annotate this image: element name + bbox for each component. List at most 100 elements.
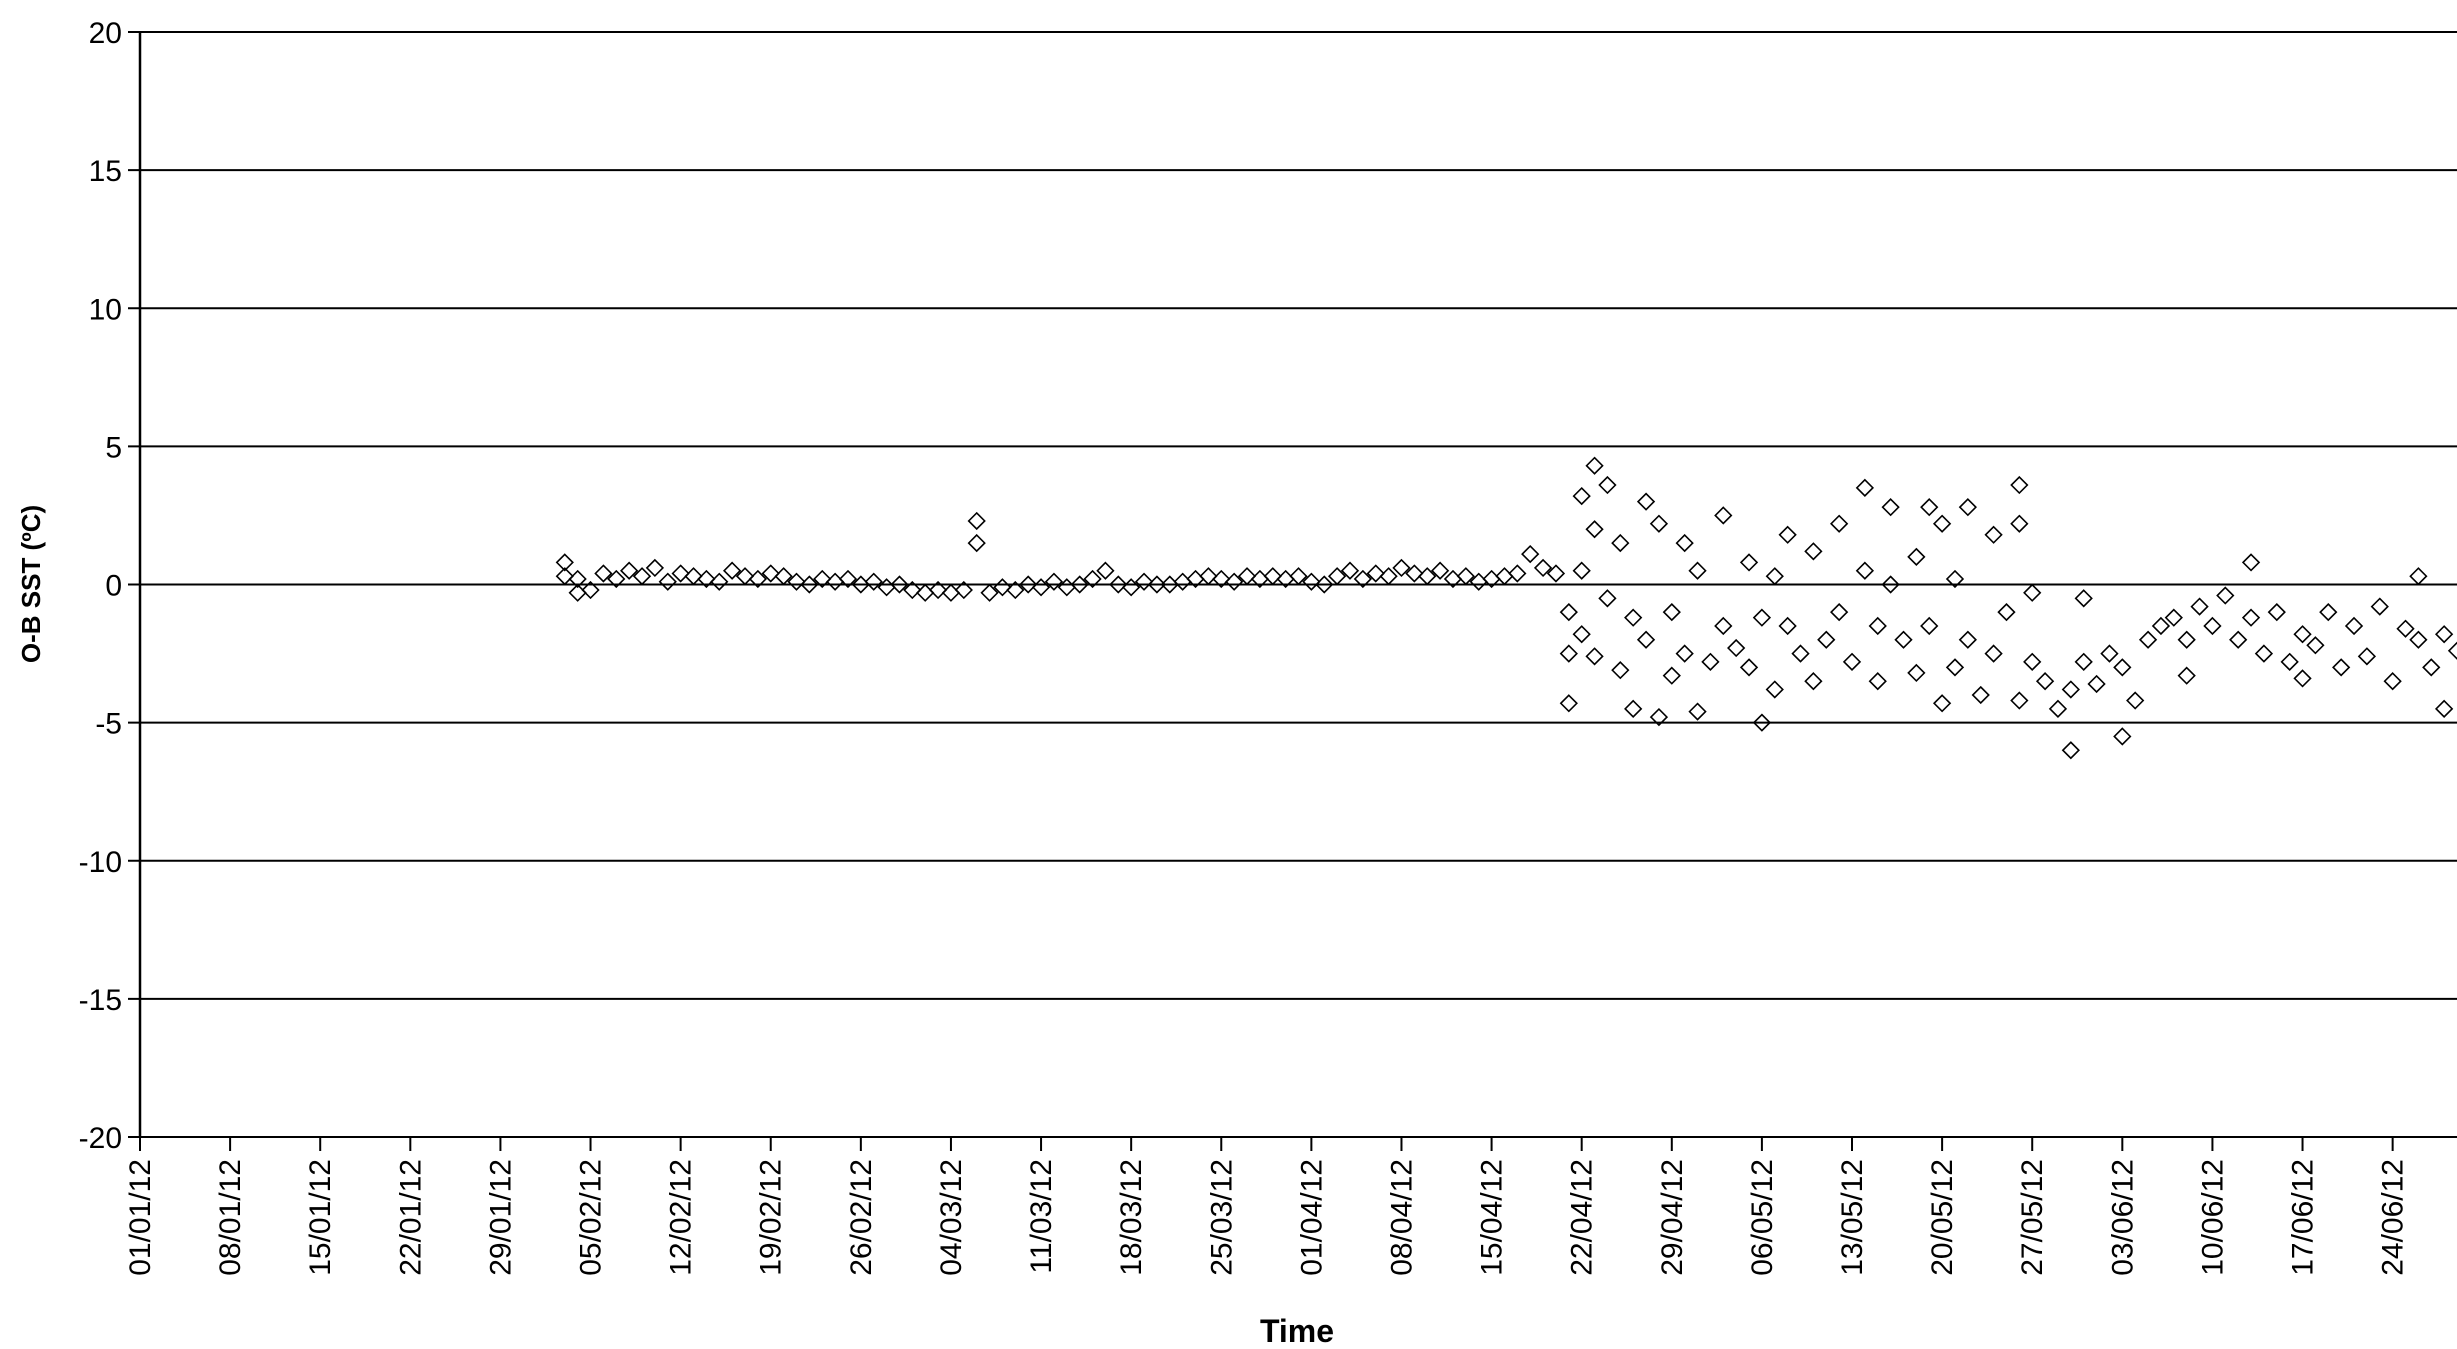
data-point: [671, 564, 690, 583]
data-point: [903, 580, 922, 600]
data-point: [1829, 602, 1849, 622]
y-tick-label: -10: [79, 846, 122, 879]
data-point: [1907, 663, 1926, 683]
data-point: [568, 569, 587, 589]
data-point: [1006, 580, 1025, 600]
data-point: [2357, 647, 2377, 666]
data-point: [2048, 699, 2068, 718]
data-point: [2383, 672, 2402, 691]
data-point: [1636, 492, 1656, 511]
data-point: [1881, 575, 1900, 594]
data-point: [1765, 567, 1784, 586]
x-tick-label: 26/02/12: [845, 1159, 878, 1276]
x-tick-label: 15/01/12: [304, 1159, 337, 1276]
data-point: [2396, 619, 2415, 638]
data-point: [1688, 702, 1707, 721]
data-point: [555, 553, 574, 572]
data-point: [2332, 658, 2351, 677]
data-point: [1649, 514, 1669, 533]
data-point: [2138, 630, 2158, 649]
x-tick-label: 24/06/12: [2377, 1159, 2410, 1276]
data-point: [967, 533, 986, 553]
data-point: [2229, 630, 2248, 649]
data-point: [2177, 666, 2196, 685]
data-point: [1430, 561, 1450, 580]
data-point: [1611, 533, 1630, 553]
x-tick-label: 19/02/12: [755, 1159, 788, 1276]
data-point: [1044, 572, 1064, 591]
data-point: [1649, 707, 1669, 727]
data-point: [1225, 572, 1244, 591]
y-tick-label: 10: [89, 293, 122, 326]
data-point: [993, 578, 1012, 597]
data-point: [2023, 583, 2042, 602]
x-tick-label: 10/06/12: [2196, 1159, 2229, 1276]
x-tick-label: 29/04/12: [1656, 1159, 1689, 1276]
data-point: [1134, 572, 1154, 591]
data-point: [2035, 672, 2055, 691]
data-point: [620, 561, 639, 580]
data-point: [2216, 586, 2235, 605]
data-point: [1688, 561, 1707, 580]
data-point: [864, 572, 883, 591]
data-point: [2113, 658, 2132, 677]
data-point: [1778, 616, 1797, 636]
gridlines: [128, 31, 2457, 1151]
y-tick-label: 15: [89, 155, 122, 188]
data-point: [581, 580, 600, 600]
data-point: [890, 575, 909, 594]
data-point: [1546, 564, 1566, 583]
data-point: [1636, 630, 1656, 649]
x-tick-label: 27/05/12: [2016, 1159, 2049, 1276]
data-point: [2074, 652, 2093, 671]
data-point: [838, 569, 858, 589]
x-tick-label: 01/01/12: [124, 1159, 157, 1276]
data-point: [594, 564, 613, 583]
data-point: [1945, 569, 1965, 589]
x-tick-label: 08/01/12: [214, 1159, 247, 1276]
data-point: [2100, 644, 2119, 663]
data-point: [1920, 498, 1939, 517]
data-point: [1559, 602, 1578, 622]
data-point: [2010, 691, 2029, 710]
x-tick-label: 04/03/12: [935, 1159, 968, 1276]
data-point: [1585, 520, 1604, 539]
x-tick-label: 08/04/12: [1385, 1159, 1418, 1276]
data-point: [1920, 616, 1939, 636]
data-point: [1984, 644, 2003, 663]
data-point: [1611, 661, 1630, 680]
data-point: [632, 567, 652, 586]
data-point: [2074, 589, 2093, 608]
data-point: [1083, 569, 1102, 589]
data-point: [1662, 666, 1681, 685]
data-point: [1739, 553, 1759, 572]
data-point: [2061, 741, 2080, 760]
data-point: [954, 580, 973, 600]
data-point: [1418, 567, 1437, 586]
data-point: [1662, 602, 1681, 622]
data-point: [1096, 561, 1115, 580]
data-point: [1031, 578, 1051, 597]
data-point: [1585, 456, 1604, 475]
data-point: [1932, 694, 1952, 713]
data-point: [710, 572, 729, 591]
data-point: [1881, 498, 1900, 517]
x-tick-label: 15/04/12: [1476, 1159, 1509, 1276]
data-point: [1739, 658, 1759, 677]
data-point: [2177, 630, 2196, 649]
data-point: [1263, 567, 1282, 586]
data-point: [555, 567, 574, 586]
data-point: [1559, 644, 1578, 663]
data-point: [2113, 727, 2132, 746]
y-tick-label: -15: [79, 984, 122, 1017]
data-point: [2319, 602, 2338, 622]
data-point: [1353, 569, 1372, 589]
data-point: [1109, 575, 1128, 594]
y-tick-label: -5: [95, 708, 122, 741]
data-point: [748, 569, 767, 589]
data-point: [2409, 567, 2428, 586]
data-point: [813, 569, 832, 589]
x-tick-label: 11/03/12: [1025, 1159, 1058, 1274]
data-point: [1765, 680, 1784, 699]
